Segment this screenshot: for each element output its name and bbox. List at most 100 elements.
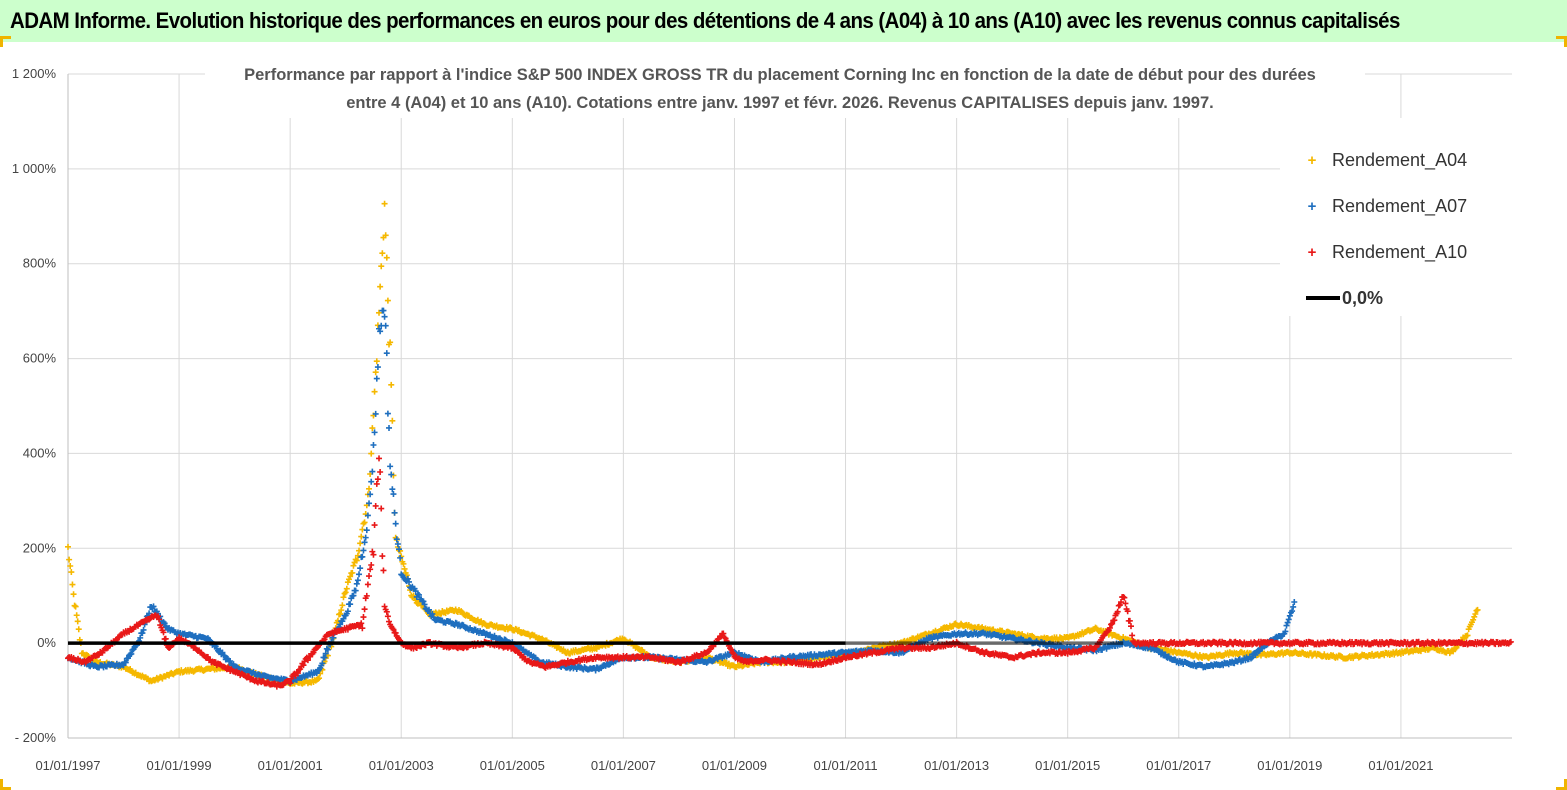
data-point xyxy=(156,616,163,623)
data-point xyxy=(368,450,375,457)
data-point xyxy=(366,485,373,492)
data-point xyxy=(1106,624,1113,631)
data-point xyxy=(373,375,380,382)
data-point xyxy=(370,551,377,558)
legend-label: Rendement_A07 xyxy=(1332,195,1468,216)
y-tick-label: 800% xyxy=(23,256,57,271)
data-point xyxy=(128,650,135,657)
data-point xyxy=(381,313,388,320)
page-title: ADAM Informe. Evolution historique des p… xyxy=(10,8,1400,33)
y-tick-label: - 200% xyxy=(15,730,57,745)
data-point xyxy=(1474,606,1481,613)
legend-item-a04[interactable]: + Rendement_A04 xyxy=(1306,148,1468,172)
x-tick-label: 01/01/1999 xyxy=(147,758,212,773)
data-point xyxy=(421,601,428,608)
data-point xyxy=(721,634,728,641)
data-point xyxy=(386,618,393,625)
chart-title-line2: entre 4 (A04) et 10 ans (A10). Cotations… xyxy=(346,94,1214,112)
data-point xyxy=(166,645,173,652)
data-point xyxy=(377,283,384,290)
data-point xyxy=(271,680,278,687)
data-point xyxy=(323,645,330,652)
data-point xyxy=(353,557,360,564)
data-point xyxy=(1126,617,1133,624)
data-point xyxy=(321,636,328,643)
data-point xyxy=(362,534,369,541)
data-point xyxy=(1121,594,1128,601)
data-point xyxy=(160,629,167,636)
data-point xyxy=(287,680,294,687)
data-point xyxy=(139,630,146,637)
data-point xyxy=(380,567,387,574)
data-point xyxy=(1249,654,1256,661)
legend-item-zero[interactable]: 0,0% xyxy=(1306,286,1383,310)
data-point xyxy=(337,610,344,617)
data-point xyxy=(374,364,381,371)
data-point xyxy=(396,546,403,553)
data-point xyxy=(390,491,397,498)
data-point xyxy=(361,539,368,546)
data-point xyxy=(354,552,361,559)
data-point xyxy=(347,601,354,608)
data-point xyxy=(340,594,347,601)
data-point xyxy=(400,560,407,567)
data-point xyxy=(360,520,367,527)
data-point xyxy=(1129,632,1136,639)
data-point xyxy=(66,556,73,563)
series-Rendement_A04 xyxy=(65,200,1481,687)
data-point xyxy=(1122,600,1129,607)
data-point xyxy=(344,579,351,586)
data-point xyxy=(146,610,153,617)
data-point xyxy=(386,424,393,431)
data-point xyxy=(70,591,77,598)
data-point xyxy=(71,602,78,609)
plus-icon: + xyxy=(1307,151,1317,169)
data-point xyxy=(374,476,381,483)
data-point xyxy=(1291,599,1298,606)
legend-item-a07[interactable]: + Rendement_A07 xyxy=(1306,194,1468,218)
corner-marker xyxy=(1556,779,1567,790)
data-point xyxy=(480,628,487,635)
legend: + Rendement_A04 + Rendement_A07 + Rendem… xyxy=(1280,118,1514,316)
data-point xyxy=(1259,645,1266,652)
y-tick-label: 1 200% xyxy=(12,66,57,81)
data-point xyxy=(319,660,326,667)
x-axis-ticks: 01/01/1997 01/01/1999 01/01/2001 01/01/2003… xyxy=(35,758,1433,773)
data-point xyxy=(429,610,436,617)
data-point xyxy=(1283,622,1290,629)
data-point xyxy=(342,589,349,596)
data-point xyxy=(129,647,136,654)
corner-marker xyxy=(0,779,11,790)
data-point xyxy=(74,618,81,625)
data-point xyxy=(360,614,367,621)
data-point xyxy=(1452,645,1459,652)
data-point xyxy=(377,469,384,476)
data-point xyxy=(75,626,82,633)
data-point xyxy=(347,573,354,580)
legend-label: Rendement_A10 xyxy=(1332,241,1468,262)
y-tick-label: 200% xyxy=(23,540,57,555)
data-point xyxy=(378,505,385,512)
legend-item-a10[interactable]: + Rendement_A10 xyxy=(1306,240,1468,264)
data-point xyxy=(294,670,301,677)
data-point xyxy=(349,569,356,576)
data-point xyxy=(383,254,390,261)
data-point xyxy=(363,527,370,534)
data-point xyxy=(367,491,374,498)
data-point xyxy=(140,626,147,633)
data-point xyxy=(154,613,161,620)
data-point xyxy=(339,602,346,609)
plus-icon: + xyxy=(1307,243,1317,261)
data-point xyxy=(366,500,373,507)
data-point xyxy=(404,575,411,582)
x-tick-label: 01/01/2003 xyxy=(369,758,434,773)
data-point xyxy=(72,603,79,610)
data-point xyxy=(1284,619,1291,626)
data-point xyxy=(359,625,366,632)
data-point xyxy=(384,410,391,417)
data-point xyxy=(137,634,144,641)
data-point xyxy=(391,509,398,516)
data-point xyxy=(380,307,387,314)
data-point xyxy=(330,630,337,637)
